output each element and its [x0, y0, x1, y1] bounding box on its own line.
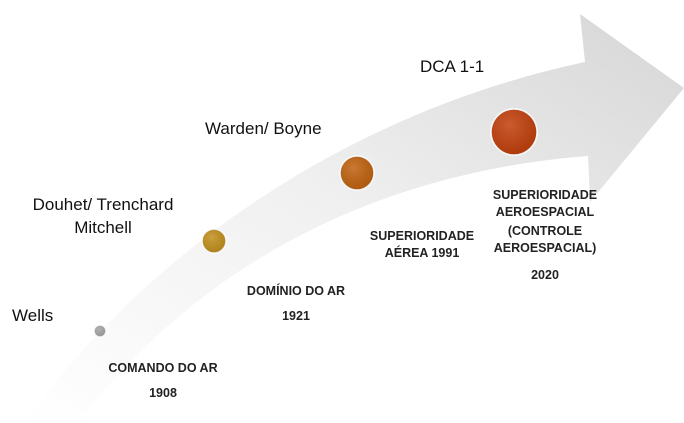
stage-author: Douhet/ Trenchard — [33, 195, 174, 214]
stage-dot-shade — [94, 325, 106, 337]
stage-concept: SUPERIORIDADE — [493, 188, 597, 202]
stage-dot-shade — [340, 156, 374, 190]
stage-dot-shade — [202, 229, 226, 253]
stage-author: Wells — [12, 306, 53, 325]
stage-concept: 1921 — [282, 309, 310, 323]
stage-concept: COMANDO DO AR — [108, 361, 217, 375]
stages: Wells COMANDO DO AR 1908 Douhet/ Trenchard M… — [12, 57, 597, 400]
stage-concept: 1908 — [149, 386, 177, 400]
stage-author: Warden/ Boyne — [205, 119, 322, 138]
stage-concept: AEROESPACIAL — [496, 205, 595, 219]
stage-concept: AÉREA 1991 — [385, 245, 460, 260]
stage-concept: AEROESPACIAL) — [494, 241, 597, 255]
stage-author: Mitchell — [74, 218, 132, 237]
stage-author: DCA 1-1 — [420, 57, 484, 76]
stage-concept: 2020 — [531, 268, 559, 282]
stage-concept: SUPERIORIDADE — [370, 229, 474, 243]
stage-dot-shade — [491, 109, 537, 155]
stage-concept: (CONTROLE — [508, 224, 582, 238]
stage-concept: DOMÍNIO DO AR — [247, 283, 345, 298]
